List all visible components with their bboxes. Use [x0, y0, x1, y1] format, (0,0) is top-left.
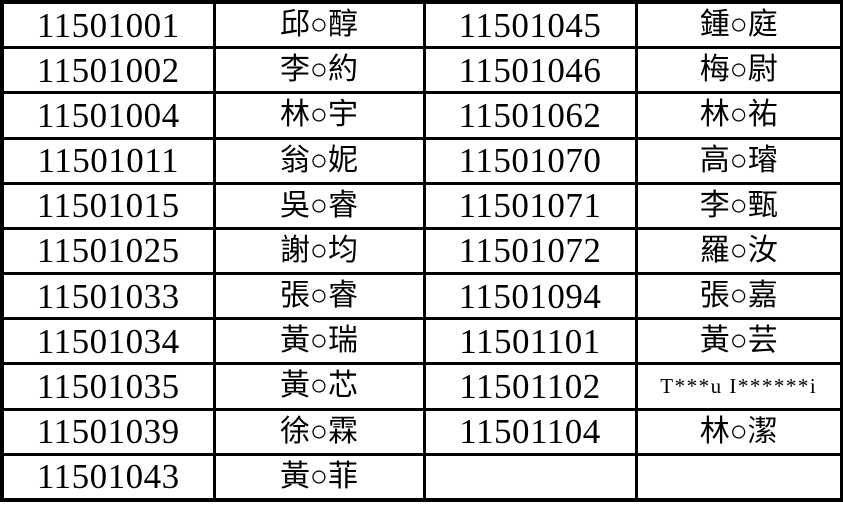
student-name-cell: 林○潔 — [634, 407, 843, 456]
table-row: 11501004 林○宇 11501062 林○祐 — [0, 91, 843, 140]
table-row: 11501015 吳○睿 11501071 李○甄 — [0, 181, 843, 230]
student-id-cell: 11501035 — [0, 362, 216, 411]
table-row: 11501035 黃○芯 11501102 T***u I******i — [0, 362, 843, 411]
table-row: 11501039 徐○霖 11501104 林○潔 — [0, 407, 843, 456]
student-id-cell: 11501102 — [422, 362, 638, 411]
student-name-cell: 邱○醇 — [212, 0, 426, 50]
student-id-cell: 11501033 — [0, 272, 216, 321]
student-id-cell: 11501101 — [422, 317, 638, 366]
student-id-cell: 11501045 — [422, 0, 638, 50]
student-name-cell: 李○約 — [212, 46, 426, 95]
student-id-cell: 11501104 — [422, 407, 638, 456]
student-name-cell: 鍾○庭 — [634, 0, 843, 50]
table-row: 11501043 黃○菲 — [0, 452, 843, 502]
student-name-cell: 張○嘉 — [634, 272, 843, 321]
student-id-cell: 11501072 — [422, 226, 638, 276]
student-name-cell: 黃○菲 — [212, 452, 426, 502]
student-name-cell: 李○甄 — [634, 181, 843, 230]
student-id-cell: 11501062 — [422, 91, 638, 140]
table-row: 11501034 黃○瑞 11501101 黃○芸 — [0, 317, 843, 366]
student-id-cell-empty — [422, 452, 638, 502]
student-name-cell: 吳○睿 — [212, 181, 426, 230]
student-name-cell: 黃○瑞 — [212, 317, 426, 366]
student-name-cell: 林○祐 — [634, 91, 843, 140]
student-id-cell: 11501034 — [0, 317, 216, 366]
student-name-cell: T***u I******i — [634, 362, 843, 411]
student-id-cell: 11501071 — [422, 181, 638, 230]
student-name-cell: 謝○均 — [212, 226, 426, 276]
student-id-cell: 11501011 — [0, 136, 216, 185]
student-name-cell: 黃○芯 — [212, 362, 426, 411]
student-id-cell: 11501094 — [422, 272, 638, 321]
student-id-cell: 11501015 — [0, 181, 216, 230]
student-id-cell: 11501046 — [422, 46, 638, 95]
student-id-cell: 11501070 — [422, 136, 638, 185]
student-name-cell-empty — [634, 452, 843, 502]
student-name-cell: 梅○尉 — [634, 46, 843, 95]
student-id-cell: 11501025 — [0, 226, 216, 276]
student-name-cell: 羅○汝 — [634, 226, 843, 276]
student-name-cell: 徐○霖 — [212, 407, 426, 456]
student-id-cell: 11501002 — [0, 46, 216, 95]
student-id-cell: 11501004 — [0, 91, 216, 140]
student-id-cell: 11501039 — [0, 407, 216, 456]
student-id-cell: 11501001 — [0, 0, 216, 50]
student-name-cell: 高○璿 — [634, 136, 843, 185]
table-row: 11501025 謝○均 11501072 羅○汝 — [0, 226, 843, 276]
student-id-cell: 11501043 — [0, 452, 216, 502]
student-name-cell: 黃○芸 — [634, 317, 843, 366]
student-name-cell: 翁○妮 — [212, 136, 426, 185]
table-row: 11501002 李○約 11501046 梅○尉 — [0, 46, 843, 95]
student-name-cell: 林○宇 — [212, 91, 426, 140]
table-row: 11501001 邱○醇 11501045 鍾○庭 — [0, 0, 843, 50]
student-name-cell: 張○睿 — [212, 272, 426, 321]
table-row: 11501033 張○睿 11501094 張○嘉 — [0, 272, 843, 321]
table-row: 11501011 翁○妮 11501070 高○璿 — [0, 136, 843, 185]
